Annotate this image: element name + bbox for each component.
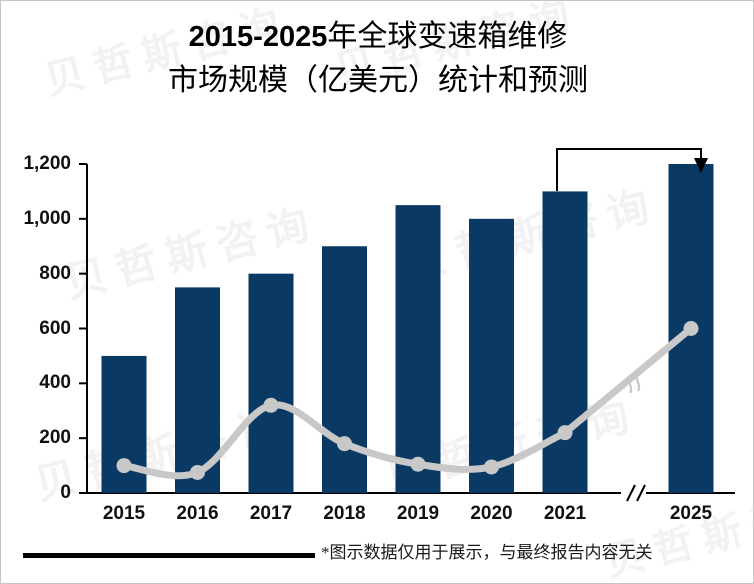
footnote: *图示数据仅用于展示，与最终报告内容无关 (1, 541, 753, 567)
line-marker-2018 (337, 436, 352, 452)
growth-annotation-arrow (556, 148, 708, 191)
y-axis-label-400: 400 (39, 372, 71, 394)
y-axis-ticks (79, 163, 87, 494)
x-axis-label-2019: 2019 (396, 503, 440, 524)
y-axis-label-200: 200 (39, 427, 71, 449)
line-marker-2025 (683, 321, 699, 336)
x-axis-label-2016: 2016 (176, 503, 219, 524)
x-axis-label-2021: 2021 (543, 503, 587, 524)
chart-title-years: 2015-2025 (188, 21, 328, 53)
x-axis-label-2018: 2018 (323, 503, 366, 524)
chart-title-line-1-rest: 年全球变速箱维修 (327, 20, 568, 53)
bar-2017 (248, 273, 294, 493)
line-marker-2021 (557, 425, 573, 441)
line-marker-2020 (484, 459, 499, 475)
x-axis-label-2015: 2015 (102, 503, 146, 524)
chart-title-line-1: 2015-2025年全球变速箱维修 (1, 15, 753, 59)
bar-2019 (395, 205, 441, 493)
line-break-icon (627, 372, 641, 394)
footnote-text: *图示数据仅用于展示，与最终报告内容无关 (321, 543, 653, 562)
line-marker-2016 (190, 464, 205, 480)
chart-title-line-2: 市场规模（亿美元）统计和预测 (168, 64, 588, 97)
bar-2021 (542, 191, 588, 493)
y-axis-label-1200: 1,200 (23, 153, 71, 174)
footnote-rule (23, 553, 315, 558)
x-axis-label-2025: 2025 (669, 503, 713, 524)
line-marker-2015 (116, 458, 132, 474)
x-axis-label-2020: 2020 (470, 503, 513, 524)
y-axis-label-1000: 1,000 (23, 207, 71, 229)
line-marker-2017 (263, 397, 279, 413)
y-axis-label-800: 800 (39, 262, 71, 284)
line-marker-2019 (410, 456, 426, 472)
x-axis-break-icon (626, 484, 646, 502)
chart-title: 2015-2025年全球变速箱维修 市场规模（亿美元）统计和预测 (1, 15, 753, 103)
bar-series (101, 164, 714, 494)
bar-2018 (322, 246, 367, 493)
bar-2020 (469, 218, 514, 494)
x-axis-label-2017: 2017 (249, 503, 293, 524)
y-axis-label-0: 0 (60, 482, 71, 503)
line-markers (116, 321, 699, 480)
y-axis-label-600: 600 (39, 317, 71, 339)
